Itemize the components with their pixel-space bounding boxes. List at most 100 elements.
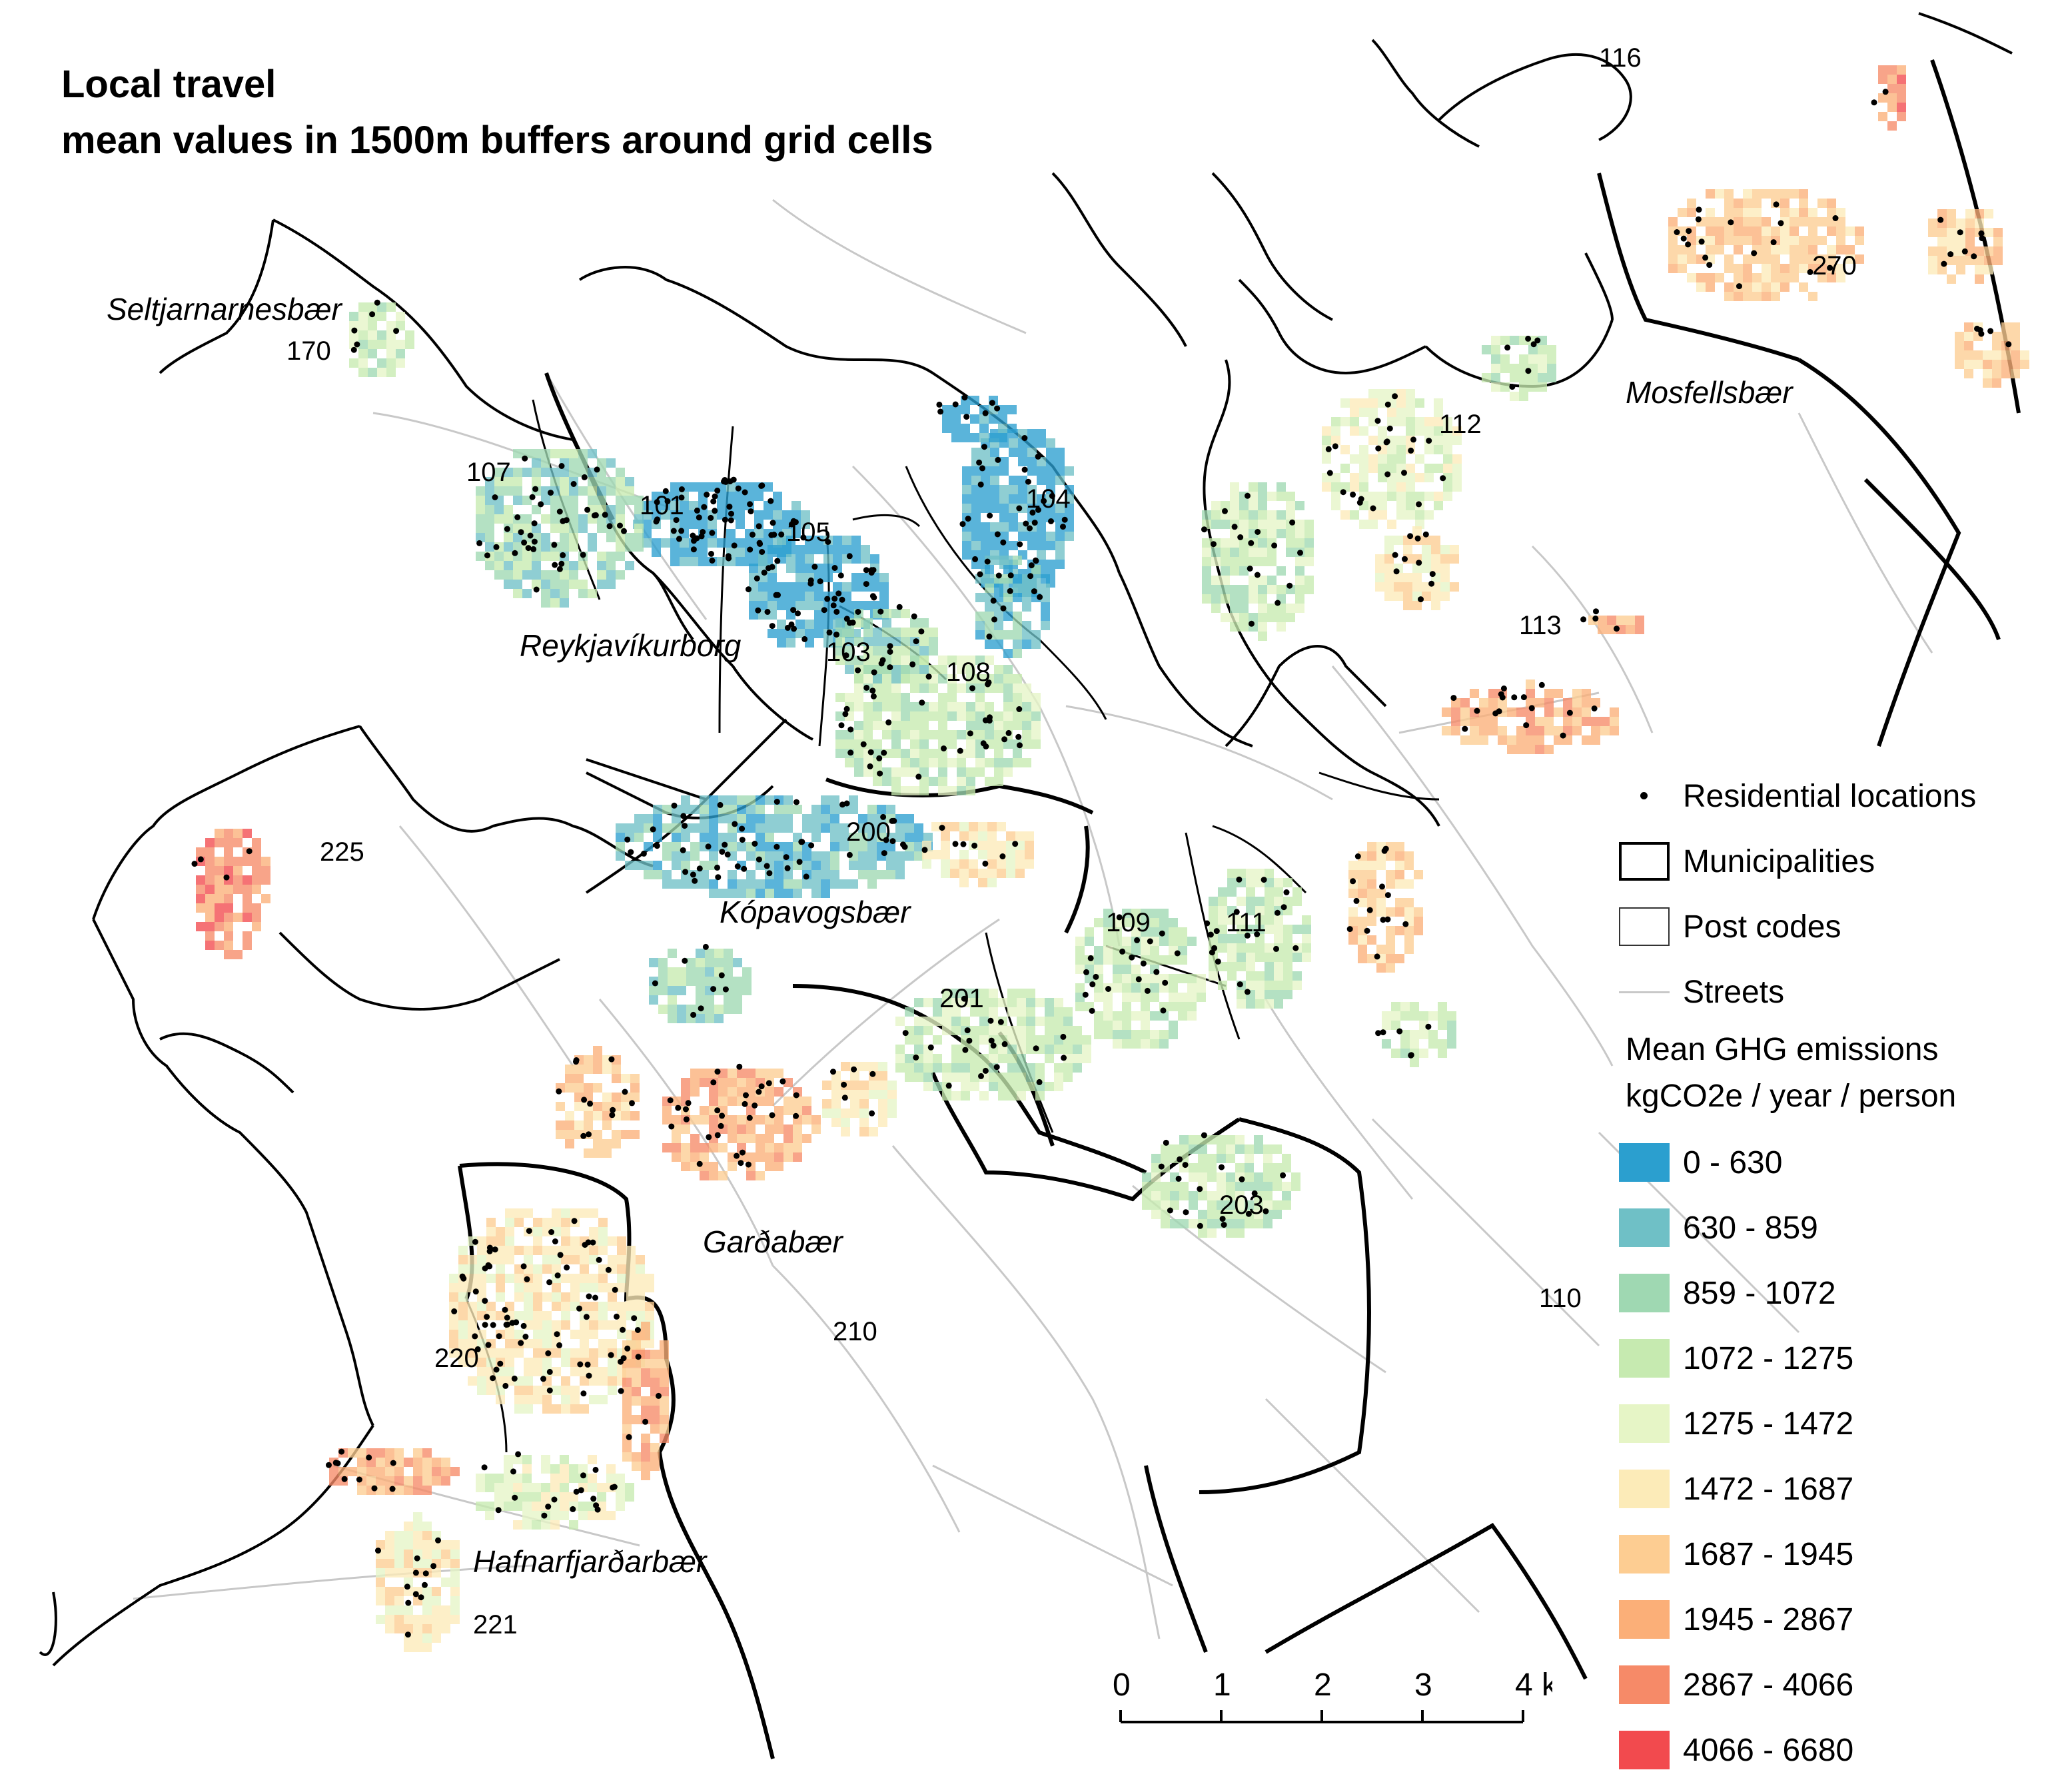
emission-cell [1510, 373, 1519, 382]
emission-cell [1226, 1144, 1235, 1154]
emission-cell [990, 448, 999, 457]
emission-cell [422, 1624, 432, 1633]
emission-cell [205, 913, 215, 922]
emission-cell [1387, 454, 1396, 464]
emission-cell [634, 542, 644, 552]
emission-cell [1992, 341, 2001, 350]
residential-location [1035, 453, 1041, 460]
emission-cell [494, 514, 504, 524]
emission-cell [951, 424, 961, 433]
emission-cell [887, 1090, 897, 1099]
residential-location [881, 850, 887, 857]
emission-cell [569, 514, 578, 524]
emission-cell [1384, 564, 1394, 573]
emission-cell [863, 721, 873, 730]
emission-cell [404, 1615, 413, 1624]
emission-cell [552, 1320, 561, 1330]
emission-cell [736, 510, 745, 520]
emission-cell [765, 889, 774, 898]
emission-cell [1273, 1163, 1282, 1172]
emission-cell [1396, 492, 1406, 501]
emission-cell [632, 1415, 641, 1424]
residential-location [710, 986, 717, 993]
residential-location [608, 1056, 615, 1063]
emission-cell [931, 850, 941, 859]
emission-cell [1169, 1021, 1178, 1030]
residential-location [980, 740, 987, 747]
emission-cell [765, 833, 774, 842]
residential-location [1674, 229, 1680, 235]
emission-cell [786, 545, 795, 554]
emission-cell [1378, 398, 1387, 408]
emission-cell [1282, 1163, 1291, 1172]
emission-cell [1202, 548, 1211, 557]
emission-cell [923, 998, 933, 1007]
emission-cell [589, 1274, 598, 1283]
post-code-170: 170 [286, 336, 331, 366]
emission-cell [1022, 621, 1031, 630]
emission-cell [929, 637, 938, 646]
emission-cell [1113, 983, 1122, 993]
emission-cell [854, 656, 863, 665]
emission-cell [978, 869, 987, 878]
residential-location [739, 1149, 746, 1156]
residential-location [863, 684, 870, 691]
emission-cell [961, 433, 970, 442]
residential-location [573, 1488, 580, 1495]
emission-cell [215, 913, 224, 922]
emission-cell [1003, 702, 1013, 711]
residential-location [608, 1352, 614, 1358]
emission-cell [634, 823, 644, 833]
emission-cell [1498, 698, 1507, 707]
residential-location [592, 1466, 599, 1473]
emission-cell [570, 1255, 580, 1264]
emission-cell [1009, 438, 1018, 448]
emission-cell [561, 1311, 570, 1320]
emission-cell [1263, 1200, 1273, 1210]
emission-cell [1169, 918, 1178, 927]
emission-cell [700, 870, 709, 879]
emission-cell [714, 1014, 724, 1023]
emission-cell [1003, 593, 1013, 602]
emission-cell [1384, 536, 1394, 545]
residential-location [722, 841, 728, 848]
emission-cell [377, 302, 386, 312]
emission-cell [1169, 927, 1178, 937]
emission-cell [580, 1404, 589, 1414]
emission-cell [513, 468, 522, 477]
emission-cell [708, 482, 717, 492]
emission-cell [1734, 264, 1743, 273]
emission-cell [1209, 915, 1218, 925]
emission-cell [477, 1274, 486, 1283]
emission-cell [1141, 1030, 1150, 1039]
emission-cell [1386, 907, 1395, 917]
emission-cell [1983, 378, 1992, 388]
emission-cell [1780, 273, 1790, 282]
emission-cell [560, 1492, 569, 1502]
emission-cell [1706, 236, 1715, 245]
emission-cell [1170, 1182, 1179, 1191]
emission-cell [814, 601, 823, 610]
emission-cell [432, 1550, 441, 1559]
emission-cell [1063, 1026, 1073, 1035]
emission-cell [1230, 566, 1239, 576]
emission-cell [1386, 870, 1395, 879]
emission-cell [961, 989, 970, 998]
emission-cell [205, 866, 215, 875]
emission-cell [560, 570, 569, 580]
residential-location [1083, 969, 1089, 975]
emission-cell [550, 580, 560, 589]
emission-cell [1447, 1011, 1456, 1021]
emission-cell [985, 621, 994, 630]
emission-cell [602, 1120, 612, 1130]
emission-cell [524, 1302, 533, 1311]
emission-cell [542, 1358, 552, 1367]
emission-cell [598, 1236, 608, 1246]
emission-cell [1207, 1191, 1217, 1200]
residential-location [556, 1342, 562, 1348]
emission-cell [1027, 541, 1037, 550]
emission-cell [1292, 953, 1302, 962]
emission-cell [496, 1386, 505, 1395]
emission-cell [394, 1596, 404, 1605]
residential-location [223, 874, 230, 881]
